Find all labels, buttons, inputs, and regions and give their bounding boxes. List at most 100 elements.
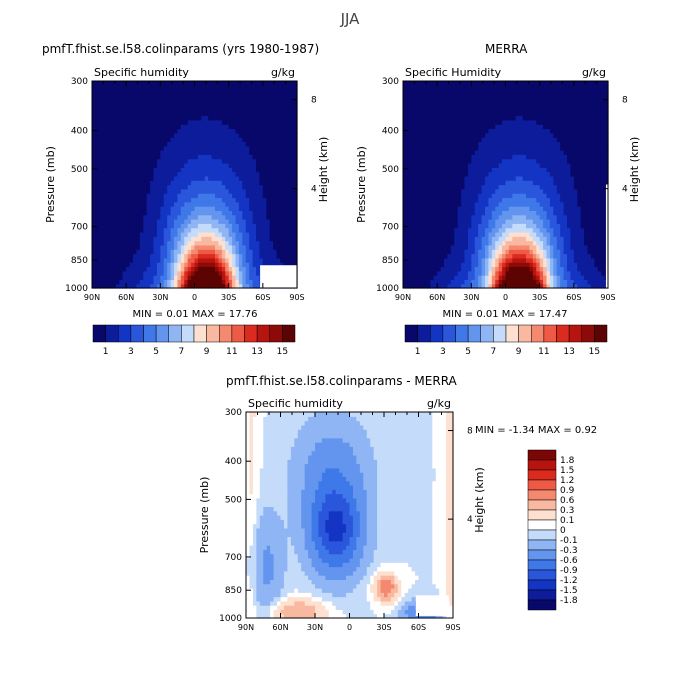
field-cell xyxy=(269,154,274,160)
field-cell xyxy=(126,201,131,207)
field-cell xyxy=(433,193,438,199)
field-cell xyxy=(170,124,175,130)
field-cell xyxy=(450,219,455,224)
field-cell xyxy=(177,188,182,194)
field-cell xyxy=(273,141,278,147)
field-cell xyxy=(228,167,233,173)
field-cell xyxy=(259,262,264,268)
field-cell xyxy=(92,162,97,168)
field-cell xyxy=(167,124,172,130)
field-cell xyxy=(283,154,288,160)
field-cell xyxy=(92,184,97,190)
field-cell xyxy=(577,158,582,164)
field-cell xyxy=(416,145,421,151)
field-cell xyxy=(225,253,230,259)
field-cell xyxy=(580,231,585,237)
field-cell xyxy=(522,257,527,263)
field-cell xyxy=(245,253,250,259)
field-cell xyxy=(464,240,469,246)
field-cell xyxy=(276,240,281,246)
field-cell xyxy=(105,266,110,272)
field-cell xyxy=(187,206,192,211)
field-cell xyxy=(567,145,572,151)
field-cell xyxy=(133,193,138,199)
field-cell xyxy=(242,201,247,207)
field-cell xyxy=(262,214,267,220)
field-cell xyxy=(546,158,551,164)
field-cell xyxy=(218,93,223,99)
field-cell xyxy=(225,167,230,173)
field-cell xyxy=(112,244,117,250)
field-cell xyxy=(245,262,250,268)
field-cell xyxy=(256,214,261,220)
field-cell xyxy=(109,154,114,160)
field-cell xyxy=(413,236,418,242)
field-cell xyxy=(187,171,192,177)
field-cell xyxy=(249,98,254,104)
field-cell xyxy=(433,240,438,246)
field-cell xyxy=(238,119,243,125)
field-cell xyxy=(136,279,141,285)
field-cell xyxy=(218,158,223,164)
field-cell xyxy=(218,197,223,203)
field-cell xyxy=(102,249,107,255)
field-cell xyxy=(290,154,295,160)
field-cell xyxy=(276,162,281,168)
field-cell xyxy=(409,206,414,211)
field-cell xyxy=(228,89,233,95)
field-cell xyxy=(597,180,602,186)
field-cell xyxy=(252,219,257,224)
field-cell xyxy=(553,154,558,160)
field-cell xyxy=(232,206,237,211)
field-cell xyxy=(228,257,233,263)
field-cell xyxy=(238,98,243,104)
field-cell xyxy=(413,158,418,164)
field-cell xyxy=(102,223,107,229)
field-cell xyxy=(577,210,582,216)
field-cell xyxy=(218,167,223,173)
field-cell xyxy=(150,188,155,194)
field-cell xyxy=(153,214,158,220)
field-cell xyxy=(464,270,469,276)
field-cell xyxy=(430,150,435,155)
field-cell xyxy=(515,244,520,250)
field-cell xyxy=(519,201,524,207)
field-cell xyxy=(450,262,455,268)
field-cell xyxy=(464,175,469,181)
field-cell xyxy=(467,210,472,216)
field-cell xyxy=(447,279,452,285)
field-cell xyxy=(143,219,148,224)
lat-tick-label: 60S xyxy=(255,293,270,302)
field-cell xyxy=(180,275,185,280)
field-cell xyxy=(543,188,548,194)
field-cell xyxy=(536,227,541,233)
field-cell xyxy=(478,249,483,255)
field-cell xyxy=(115,275,120,280)
field-cell xyxy=(197,206,202,211)
field-cell xyxy=(577,266,582,272)
field-cell xyxy=(573,197,578,203)
field-cell xyxy=(98,81,103,86)
field-cell xyxy=(218,128,223,134)
field-cell xyxy=(522,180,527,186)
field-cell xyxy=(577,227,582,233)
field-cell xyxy=(485,158,490,164)
field-cell xyxy=(92,102,97,108)
field-cell xyxy=(437,283,442,289)
field-cell xyxy=(430,210,435,216)
field-cell xyxy=(167,193,172,199)
field-cell xyxy=(464,227,469,233)
field-cell xyxy=(409,158,414,164)
field-cell xyxy=(139,270,144,276)
field-cell xyxy=(273,89,278,95)
field-cell xyxy=(228,162,233,168)
field-cell xyxy=(126,98,131,104)
field-cell xyxy=(215,283,220,289)
field-cell xyxy=(604,171,609,177)
field-cell xyxy=(115,102,120,108)
field-cell xyxy=(235,167,240,173)
field-cell xyxy=(577,150,582,155)
field-cell xyxy=(215,210,220,216)
field-cell xyxy=(549,154,554,160)
field-cell xyxy=(573,275,578,280)
